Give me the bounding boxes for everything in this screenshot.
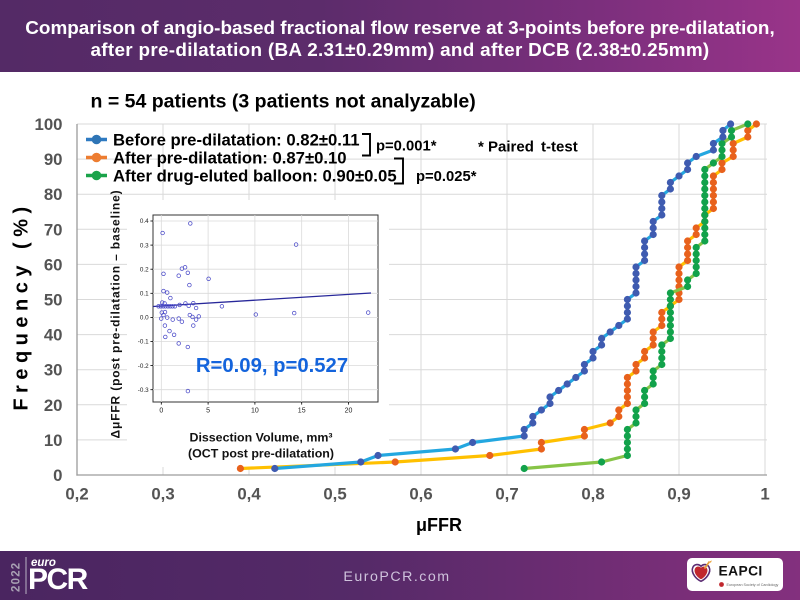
svg-text:20: 20 [345, 408, 353, 415]
svg-text:0,2: 0,2 [65, 485, 88, 504]
svg-text:euro: euro [31, 557, 56, 569]
svg-text:n = 54 patients (3 patients no: n = 54 patients (3 patients not analyzab… [91, 91, 476, 113]
svg-text:0.2: 0.2 [140, 266, 149, 273]
svg-text:European Society of Cardiology: European Society of Cardiology [727, 583, 779, 587]
svg-text:50: 50 [44, 291, 63, 310]
svg-text:After drug-eluted balloon: 0.9: After drug-eluted balloon: 0.90±0.05 [113, 167, 397, 186]
svg-text:(OCT post pre-dilatation): (OCT post pre-dilatation) [188, 447, 334, 461]
svg-text:0: 0 [159, 408, 163, 415]
svg-text:1: 1 [760, 485, 769, 504]
svg-text:0,4: 0,4 [237, 485, 261, 504]
svg-text:5: 5 [206, 408, 210, 415]
svg-text:60: 60 [44, 255, 63, 274]
svg-text:0.0: 0.0 [140, 315, 149, 322]
svg-text:0,6: 0,6 [409, 485, 432, 504]
svg-text:0: 0 [53, 466, 62, 485]
svg-text:ΔμFFR (post pre-dilatation – b: ΔμFFR (post pre-dilatation – baseline) [109, 190, 123, 439]
svg-text:70: 70 [44, 220, 63, 239]
svg-text:0.4: 0.4 [140, 218, 149, 225]
svg-text:0,5: 0,5 [323, 485, 346, 504]
svg-text:0,3: 0,3 [151, 485, 174, 504]
svg-text:10: 10 [251, 408, 259, 415]
svg-text:15: 15 [298, 408, 306, 415]
svg-text:90: 90 [44, 150, 63, 169]
svg-text:EAPCI: EAPCI [719, 563, 763, 578]
svg-text:0,9: 0,9 [667, 485, 690, 504]
svg-text:0,8: 0,8 [581, 485, 604, 504]
svg-text:0.1: 0.1 [140, 291, 149, 298]
svg-text:p=0.001*: p=0.001* [376, 139, 437, 155]
svg-text:p=0.025*: p=0.025* [416, 169, 477, 185]
svg-text:20: 20 [44, 396, 63, 415]
svg-text:PCR: PCR [28, 563, 89, 596]
svg-text:R=0.09, p=0.527: R=0.09, p=0.527 [196, 355, 348, 377]
svg-text:μFFR: μFFR [416, 515, 462, 535]
svg-text:Before pre-dilatation: 0.82±0.: Before pre-dilatation: 0.82±0.11 [113, 131, 360, 150]
svg-text:After pre-dilatation: 0.87±0.1: After pre-dilatation: 0.87±0.10 [113, 149, 347, 168]
svg-text:0.3: 0.3 [140, 242, 149, 249]
svg-text:Dissection Volume, mm³: Dissection Volume, mm³ [190, 431, 333, 445]
svg-text:10: 10 [44, 431, 63, 450]
svg-text:30: 30 [44, 361, 63, 380]
svg-text:0,7: 0,7 [495, 485, 518, 504]
svg-text:80: 80 [44, 185, 63, 204]
svg-text:-0.2: -0.2 [138, 363, 149, 370]
svg-text:-0.1: -0.1 [138, 339, 149, 346]
svg-text:* Paired t-test: * Paired t-test [478, 139, 578, 156]
svg-text:Frequency (%): Frequency (%) [11, 201, 33, 410]
svg-text:40: 40 [44, 326, 63, 345]
svg-text:100: 100 [35, 115, 63, 134]
svg-text:-0.3: -0.3 [138, 387, 149, 394]
svg-text:2022: 2022 [11, 562, 23, 592]
